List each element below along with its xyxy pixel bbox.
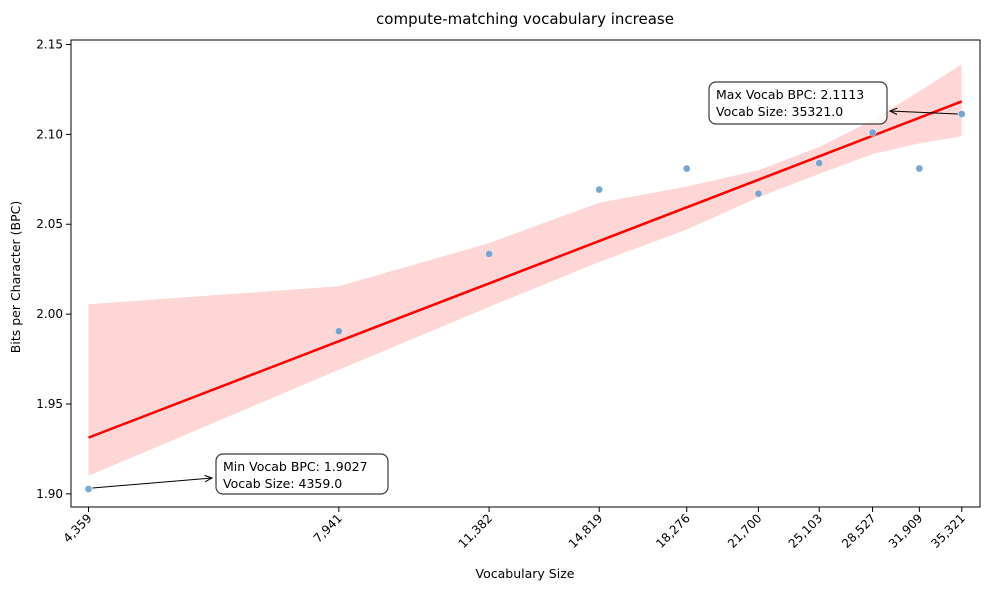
data-point-5 (682, 164, 691, 173)
annotation-text: Min Vocab BPC: 1.9027 (223, 459, 368, 474)
annotation-text: Max Vocab BPC: 2.1113 (716, 87, 864, 102)
x-tick-label: 31,909 (886, 511, 926, 551)
x-axis-label: Vocabulary Size (476, 566, 575, 581)
data-point-9 (915, 164, 924, 173)
y-tick-label: 2.15 (36, 37, 63, 51)
data-point-8 (868, 128, 877, 137)
y-tick-label: 1.90 (36, 487, 63, 501)
x-tick-label: 28,527 (839, 511, 879, 551)
max-vocab-annotation: Max Vocab BPC: 2.1113 Vocab Size: 35321.0 (708, 81, 958, 125)
y-tick-label: 2.05 (36, 217, 63, 231)
y-tick-label: 2.00 (36, 307, 63, 321)
data-point-10 (957, 110, 966, 118)
x-tick-label: 11,382 (456, 511, 496, 551)
data-points-layer (84, 110, 966, 493)
data-point-3 (485, 250, 493, 258)
y-axis-label: Bits per Character (BPC) (8, 201, 23, 353)
annotation-arrow (92, 478, 212, 489)
x-tick-label: 18,276 (653, 511, 693, 551)
annotation-arrow (890, 111, 958, 114)
data-point-1 (84, 485, 93, 493)
annotation-text: Vocab Size: 35321.0 (716, 104, 843, 119)
x-tick-label: 4,359 (60, 511, 94, 545)
x-tick-label: 21,700 (725, 511, 765, 551)
x-tick-label: 7,941 (311, 511, 345, 545)
data-point-7 (815, 159, 824, 167)
regression-line-layer (88, 100, 963, 439)
y-tick-label: 1.95 (36, 397, 63, 411)
data-point-4 (595, 185, 604, 194)
annotation-text: Vocab Size: 4359.0 (223, 476, 342, 491)
min-vocab-annotation: Min Vocab BPC: 1.9027 Vocab Size: 4359.0 (92, 453, 389, 495)
x-tick-label: 35,321 (928, 511, 968, 551)
annotation-box (708, 81, 888, 125)
chart-title: compute-matching vocabulary increase (376, 10, 674, 28)
plot-frame (70, 39, 981, 508)
x-tick-label: 14,819 (566, 511, 606, 551)
y-tick-label: 2.10 (36, 127, 63, 141)
x-tick-label: 25,103 (786, 511, 826, 551)
regression-line (88, 100, 963, 439)
data-point-6 (754, 189, 763, 198)
annotation-box (215, 453, 389, 495)
data-point-2 (334, 327, 343, 336)
